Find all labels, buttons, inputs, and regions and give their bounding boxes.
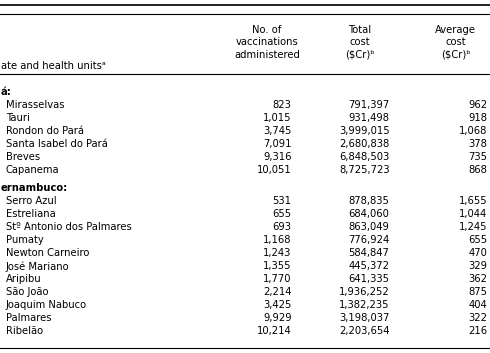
Text: 1,044: 1,044 [459,209,488,219]
Text: 2,680,838: 2,680,838 [339,139,390,149]
Text: 9,929: 9,929 [263,313,292,323]
Text: Palmares: Palmares [6,313,51,323]
Text: 918: 918 [468,113,488,123]
Text: 641,335: 641,335 [348,274,390,284]
Text: 1,770: 1,770 [263,274,292,284]
Text: Aripibu: Aripibu [6,274,42,284]
Text: São João: São João [6,287,49,297]
Text: Breves: Breves [6,152,40,162]
Text: 10,214: 10,214 [257,326,292,336]
Text: Total
cost
($Cr)ᵇ: Total cost ($Cr)ᵇ [345,25,375,60]
Text: Ribelão: Ribelão [6,326,43,336]
Text: Newton Carneiro: Newton Carneiro [6,248,89,258]
Text: 776,924: 776,924 [348,235,390,245]
Text: 823: 823 [272,100,292,110]
Text: 1,243: 1,243 [263,248,292,258]
Text: Serro Azul: Serro Azul [6,196,56,206]
Text: 8,725,723: 8,725,723 [339,165,390,175]
Text: 1,068: 1,068 [459,126,488,136]
Text: Mirasselvas: Mirasselvas [6,100,64,110]
Text: 875: 875 [468,287,488,297]
Text: No. of
vaccinations
administered: No. of vaccinations administered [234,25,300,60]
Text: 2,214: 2,214 [263,287,292,297]
Text: Rondon do Pará: Rondon do Pará [6,126,84,136]
Text: 3,745: 3,745 [263,126,292,136]
Text: Estreliana: Estreliana [6,209,56,219]
Text: 531: 531 [272,196,292,206]
Text: 735: 735 [468,152,488,162]
Text: 216: 216 [468,326,488,336]
Text: Tauri: Tauri [6,113,30,123]
Text: 6,848,503: 6,848,503 [339,152,390,162]
Text: 693: 693 [272,222,292,232]
Text: 684,060: 684,060 [349,209,390,219]
Text: 329: 329 [468,261,488,271]
Text: 9,316: 9,316 [263,152,292,162]
Text: José Mariano: José Mariano [6,261,70,272]
Text: 1,655: 1,655 [459,196,488,206]
Text: Average
cost
($Cr)ᵇ: Average cost ($Cr)ᵇ [435,25,476,60]
Text: 868: 868 [468,165,488,175]
Text: 3,198,037: 3,198,037 [339,313,390,323]
Text: Joaquim Nabuco: Joaquim Nabuco [6,300,87,310]
Text: 1,015: 1,015 [263,113,292,123]
Text: 962: 962 [468,100,488,110]
Text: 378: 378 [468,139,488,149]
Text: 878,835: 878,835 [349,196,390,206]
Text: Stº Antonio dos Palmares: Stº Antonio dos Palmares [6,222,132,232]
Text: 470: 470 [468,248,488,258]
Text: 362: 362 [468,274,488,284]
Text: 445,372: 445,372 [348,261,390,271]
Text: 655: 655 [468,235,488,245]
Text: 791,397: 791,397 [348,100,390,110]
Text: Santa Isabel do Pará: Santa Isabel do Pará [6,139,108,149]
Text: ernambuco:: ernambuco: [1,183,68,193]
Text: 1,936,252: 1,936,252 [339,287,390,297]
Text: 322: 322 [468,313,488,323]
Text: Pumaty: Pumaty [6,235,44,245]
Text: 3,999,015: 3,999,015 [339,126,390,136]
Text: 7,091: 7,091 [263,139,292,149]
Text: 404: 404 [469,300,488,310]
Text: Capanema: Capanema [6,165,59,175]
Text: 584,847: 584,847 [349,248,390,258]
Text: ate and health unitsᵃ: ate and health unitsᵃ [1,61,106,71]
Text: 1,245: 1,245 [459,222,488,232]
Text: 655: 655 [272,209,292,219]
Text: 3,425: 3,425 [263,300,292,310]
Text: 1,355: 1,355 [263,261,292,271]
Text: 931,498: 931,498 [348,113,390,123]
Text: á:: á: [1,87,12,97]
Text: 863,049: 863,049 [349,222,390,232]
Text: 2,203,654: 2,203,654 [339,326,390,336]
Text: 1,168: 1,168 [263,235,292,245]
Text: 1,382,235: 1,382,235 [339,300,390,310]
Text: 10,051: 10,051 [257,165,292,175]
